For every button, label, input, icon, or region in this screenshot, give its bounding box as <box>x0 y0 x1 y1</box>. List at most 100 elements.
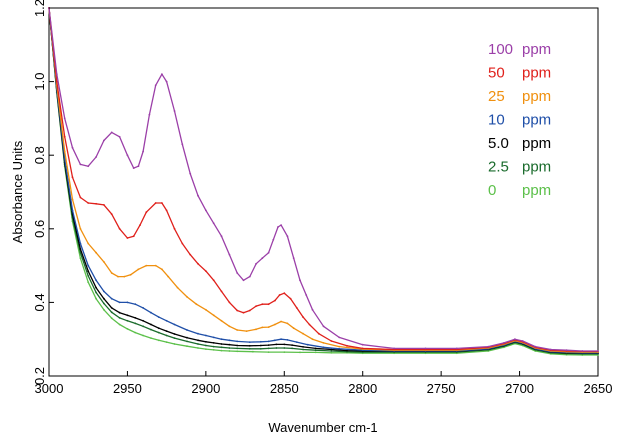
data-point <box>205 334 207 337</box>
data-point <box>322 346 325 349</box>
data-point <box>142 319 145 322</box>
data-point <box>71 176 74 179</box>
data-point <box>252 350 254 353</box>
data-point <box>118 317 121 319</box>
data-point <box>63 135 66 138</box>
data-point <box>302 332 304 335</box>
y-axis-title: Absorbance Units <box>10 140 25 243</box>
data-point <box>161 73 163 76</box>
data-point <box>455 347 458 350</box>
legend-unit: ppm <box>522 135 551 152</box>
data-point <box>212 336 215 339</box>
data-point <box>267 303 270 306</box>
data-point <box>228 301 231 304</box>
data-point <box>228 350 231 352</box>
data-point <box>514 338 516 341</box>
data-point <box>197 339 199 342</box>
data-point <box>228 343 231 346</box>
data-point <box>95 251 97 254</box>
data-point <box>63 117 66 120</box>
data-point <box>161 268 163 271</box>
data-point <box>286 322 289 325</box>
data-point <box>212 345 215 348</box>
data-point <box>534 345 537 348</box>
data-point <box>132 235 135 238</box>
data-point <box>79 251 82 254</box>
data-point <box>186 336 188 339</box>
data-point <box>165 80 168 83</box>
data-point <box>165 319 168 322</box>
legend-unit: ppm <box>522 65 551 82</box>
data-point <box>306 343 309 346</box>
data-point <box>302 346 304 348</box>
data-point <box>71 209 74 212</box>
legend-value: 0 <box>488 182 496 199</box>
x-axis-title: Wavenumber cm-1 <box>268 420 377 435</box>
legend-value: 10 <box>488 112 505 129</box>
x-tick-label: 2800 <box>348 381 377 396</box>
data-point <box>145 264 148 267</box>
data-point <box>181 143 184 146</box>
data-point <box>302 316 304 318</box>
data-point <box>236 347 239 350</box>
data-point <box>87 242 90 245</box>
data-point <box>137 165 140 168</box>
data-point <box>87 264 90 267</box>
data-point <box>299 279 301 282</box>
x-tick-label: 2700 <box>505 381 534 396</box>
legend-item: 5.0 ppm <box>488 135 551 152</box>
data-point <box>291 347 293 350</box>
legend-item: 10 ppm <box>488 112 551 129</box>
x-axis-ticks: 3000 2950 2900 2850 2800 2750 2700 2650 <box>35 371 612 396</box>
data-point <box>181 242 184 245</box>
data-point <box>322 342 325 344</box>
data-point <box>63 158 66 160</box>
data-point <box>245 330 248 332</box>
series-10-ppm <box>48 7 599 354</box>
data-point <box>330 340 333 342</box>
data-point <box>79 196 82 199</box>
legend-value: 50 <box>488 65 505 82</box>
data-point <box>286 339 289 341</box>
data-point <box>103 290 105 293</box>
data-point <box>126 314 129 317</box>
data-point <box>197 194 199 197</box>
data-point <box>63 150 66 153</box>
data-point <box>157 331 160 334</box>
data-point <box>205 270 207 272</box>
data-point <box>110 307 113 309</box>
legend-item: 25 ppm <box>488 88 551 105</box>
data-point <box>236 340 239 343</box>
data-point <box>142 325 145 328</box>
data-point <box>134 331 137 334</box>
data-point <box>87 281 90 284</box>
data-point <box>150 323 152 326</box>
legend-value: 5.0 <box>488 135 509 152</box>
data-point <box>95 202 97 205</box>
data-point <box>79 257 82 260</box>
data-point <box>283 351 286 353</box>
data-point <box>212 222 215 225</box>
data-point <box>361 343 364 346</box>
data-point <box>597 350 599 352</box>
data-point <box>581 350 584 352</box>
data-point <box>126 301 129 304</box>
data-point <box>267 326 270 328</box>
data-point <box>129 273 132 276</box>
x-tick-label: 2850 <box>270 381 299 396</box>
data-point <box>186 296 188 298</box>
data-point <box>248 309 251 312</box>
data-point <box>236 272 239 274</box>
data-point <box>161 202 163 204</box>
data-point <box>134 322 137 325</box>
data-point <box>139 224 141 227</box>
legend: 100 ppm 50 ppm 25 ppm 10 ppm 5.0 ppm 2.5 ppm 0 ppm <box>488 41 551 199</box>
data-point <box>79 248 82 250</box>
data-point <box>259 347 262 350</box>
data-point <box>228 347 231 349</box>
data-point <box>311 338 314 341</box>
data-point <box>173 333 176 335</box>
data-point <box>145 211 148 214</box>
data-point <box>274 339 276 342</box>
